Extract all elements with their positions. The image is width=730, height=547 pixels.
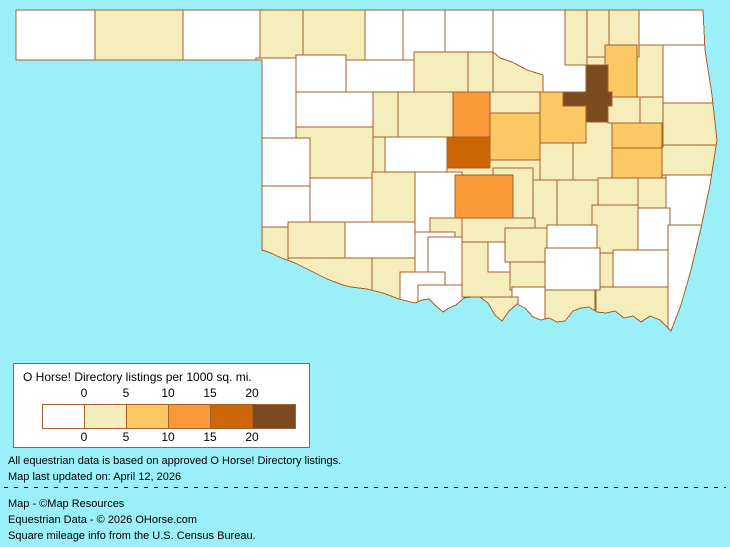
footer-line: Equestrian Data - © 2026 OHorse.com	[8, 514, 198, 526]
state-outline	[15, 9, 718, 332]
footer-line: Square mileage info from the U.S. Census…	[8, 530, 256, 542]
map-region-level-3	[454, 174, 514, 219]
legend-tick-label: 0	[80, 386, 88, 400]
map-region-level-0	[295, 54, 347, 93]
map-region-level-0	[544, 247, 601, 291]
legend-swatch	[169, 405, 211, 428]
map-region-level-2	[604, 44, 638, 98]
legend-swatch	[211, 405, 253, 428]
map-region-level-1	[544, 289, 596, 331]
legend-swatch	[127, 405, 169, 428]
map-region-level-1	[372, 91, 399, 138]
footer-line: Map - ©Map Resources	[8, 498, 125, 510]
legend-box: O Horse! Directory listings per 1000 sq.…	[13, 363, 310, 448]
legend-tick-label: 5	[122, 430, 130, 444]
map-region-level-2	[611, 147, 663, 179]
map-region-level-1	[597, 177, 641, 206]
map-region-level-0	[255, 57, 297, 139]
legend-tick-label: 10	[161, 430, 175, 444]
footer-credits: Map - ©Map Resources Equestrian Data - © …	[8, 496, 256, 544]
legend-ticks-bottom: 0 5 10 15 20	[14, 430, 309, 444]
map-region-level-5	[562, 64, 613, 123]
map-region-level-1	[509, 261, 547, 291]
map-region-level-0	[255, 185, 311, 228]
legend-title: O Horse! Directory listings per 1000 sq.…	[23, 370, 252, 384]
map-region-level-1	[564, 10, 588, 66]
legend-swatch	[85, 405, 127, 428]
map-region-level-1	[532, 179, 558, 229]
map-region-level-2	[611, 122, 663, 149]
map-region-level-1	[397, 91, 454, 138]
dashed-separator	[4, 487, 726, 488]
legend-tick-label: 15	[203, 430, 217, 444]
legend-tick-label: 5	[122, 386, 130, 400]
map-region-level-0	[444, 10, 494, 56]
map-region-level-1	[302, 10, 366, 63]
map-region-level-0	[364, 10, 404, 61]
map-region-level-1	[371, 171, 416, 231]
legend-tick-label: 10	[161, 386, 175, 400]
map-region-level-0	[255, 137, 311, 187]
map-region-level-0	[295, 91, 374, 128]
footer-line: Map last updated on: April 12, 2026	[8, 471, 182, 483]
map-region-level-1	[539, 142, 574, 181]
map-region-level-1	[467, 296, 519, 331]
legend-swatch	[43, 405, 85, 428]
map-region-level-0	[612, 249, 674, 288]
legend-ticks-top: 0 5 10 15 20	[14, 386, 309, 400]
map-region-level-0	[384, 136, 448, 173]
map-region-level-4	[446, 136, 491, 169]
footer-line: All equestrian data is based on approved…	[8, 455, 342, 467]
map-region-level-1	[637, 177, 667, 209]
map-region-level-1	[259, 10, 304, 59]
map-region-level-2	[486, 112, 541, 161]
county-layer	[16, 10, 717, 331]
map-region-level-1	[636, 44, 668, 98]
map-region-level-0	[417, 284, 469, 326]
map-region-level-0	[344, 221, 416, 259]
map-region-level-1	[413, 51, 469, 93]
legend-tick-label: 0	[80, 430, 88, 444]
map-region-level-1	[504, 227, 548, 263]
legend-swatch	[253, 405, 295, 428]
map-region-level-0	[16, 10, 96, 61]
map-region-level-1	[489, 91, 541, 114]
map-region-level-0	[182, 10, 261, 61]
legend-color-ramp	[42, 404, 296, 429]
map-region-level-1	[662, 102, 717, 146]
map-region-level-0	[637, 207, 671, 251]
map-region-level-0	[638, 10, 717, 46]
footer-disclaimer: All equestrian data is based on approved…	[8, 453, 341, 485]
map-region-level-1	[607, 96, 641, 124]
legend-tick-label: 15	[203, 386, 217, 400]
legend-tick-label: 20	[245, 430, 259, 444]
map-region-level-1	[94, 10, 184, 61]
map-region-level-1	[595, 286, 669, 331]
map-region-level-0	[345, 59, 415, 93]
oklahoma-choropleth-map	[15, 9, 718, 332]
map-region-level-0	[667, 224, 717, 331]
legend-tick-label: 20	[245, 386, 259, 400]
map-region-level-0	[309, 177, 373, 223]
map-region-level-3	[452, 91, 491, 138]
map-region-level-1	[591, 204, 639, 254]
map-region-level-1	[287, 221, 346, 259]
map-region-level-1	[255, 226, 289, 263]
